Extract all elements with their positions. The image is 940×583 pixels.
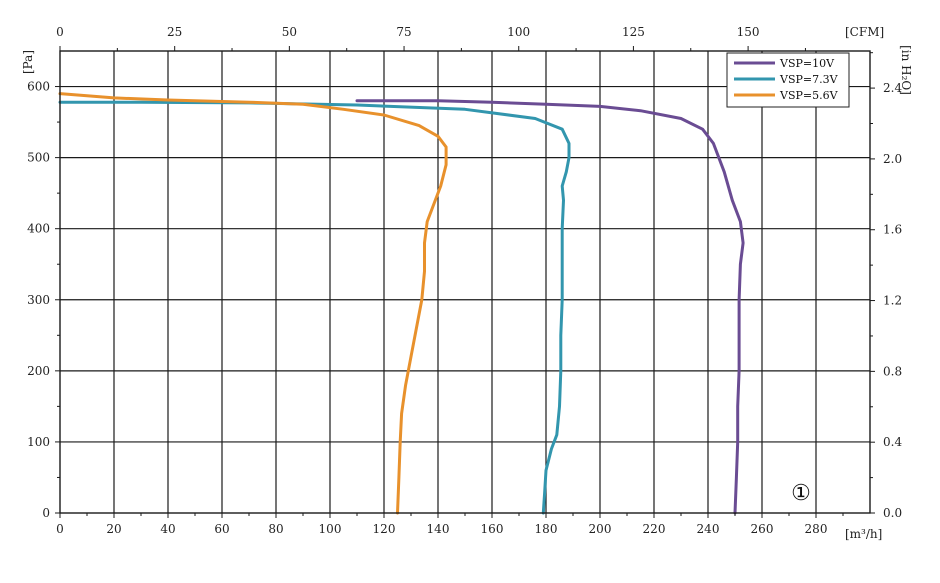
x2-tick-label: 100 (507, 25, 530, 39)
x-tick-label: 20 (106, 522, 121, 536)
y-tick-label: 300 (27, 293, 50, 307)
x2-tick-label: 25 (167, 25, 182, 39)
y-tick-label: 200 (27, 364, 50, 378)
series-layer (58, 92, 745, 515)
y2-tick-label: 0.4 (883, 435, 902, 449)
x-tick-label: 100 (319, 522, 342, 536)
y2-tick-label: 2.4 (883, 81, 902, 95)
series-line-2 (58, 100, 571, 515)
legend-label-3: VSP=5.6V (779, 89, 839, 102)
y-tick-label: 600 (27, 80, 50, 94)
x-tick-label: 120 (373, 522, 396, 536)
plot-frame (59, 50, 871, 514)
x2-tick-label: 150 (737, 25, 760, 39)
x-tick-label: 180 (535, 522, 558, 536)
legend: VSP=10V VSP=7.3V VSP=5.6V (726, 52, 850, 108)
x-tick-label: 60 (214, 522, 229, 536)
x-tick-label: 0 (56, 522, 64, 536)
y2-tick-label: 0.8 (883, 364, 902, 378)
axes: 0 20 40 60 80 100 120 140 160 180 200 220 240 260 280 0… (27, 25, 902, 536)
x-tick-label: 200 (589, 522, 612, 536)
x2-tick-label: 50 (282, 25, 297, 39)
y2-tick-label: 1.2 (883, 294, 902, 308)
x-tick-label: 160 (481, 522, 504, 536)
y-tick-label: 100 (27, 435, 50, 449)
x-tick-label: 80 (268, 522, 283, 536)
y2-tick-label: 2.0 (883, 152, 902, 166)
series-line-1 (355, 99, 745, 515)
y-tick-label: 400 (27, 222, 50, 236)
x-axis-label: [m³/h] (845, 527, 882, 541)
grid (60, 51, 870, 513)
y2-tick-label: 1.6 (883, 223, 902, 237)
x2-axis-label: [CFM] (845, 25, 884, 39)
legend-label-2: VSP=7.3V (779, 73, 839, 86)
legend-label-1: VSP=10V (779, 57, 835, 70)
x2-tick-label: 0 (56, 25, 64, 39)
y-tick-label: 500 (27, 151, 50, 165)
x-tick-label: 280 (805, 522, 828, 536)
curve-number-annotation: ① (791, 481, 811, 506)
x2-tick-label: 125 (622, 25, 645, 39)
y2-tick-label: 0.0 (883, 506, 902, 520)
y-tick-label: 0 (42, 506, 50, 520)
x-tick-label: 240 (697, 522, 720, 536)
x-tick-label: 260 (751, 522, 774, 536)
y2-axis-label: [in H₂O] (899, 45, 913, 95)
x2-tick-label: 75 (396, 25, 411, 39)
x-tick-label: 40 (160, 522, 175, 536)
x-tick-label: 140 (427, 522, 450, 536)
x-tick-label: 220 (643, 522, 666, 536)
y-axis-label: [Pa] (21, 50, 35, 74)
series-line-3 (58, 92, 448, 515)
